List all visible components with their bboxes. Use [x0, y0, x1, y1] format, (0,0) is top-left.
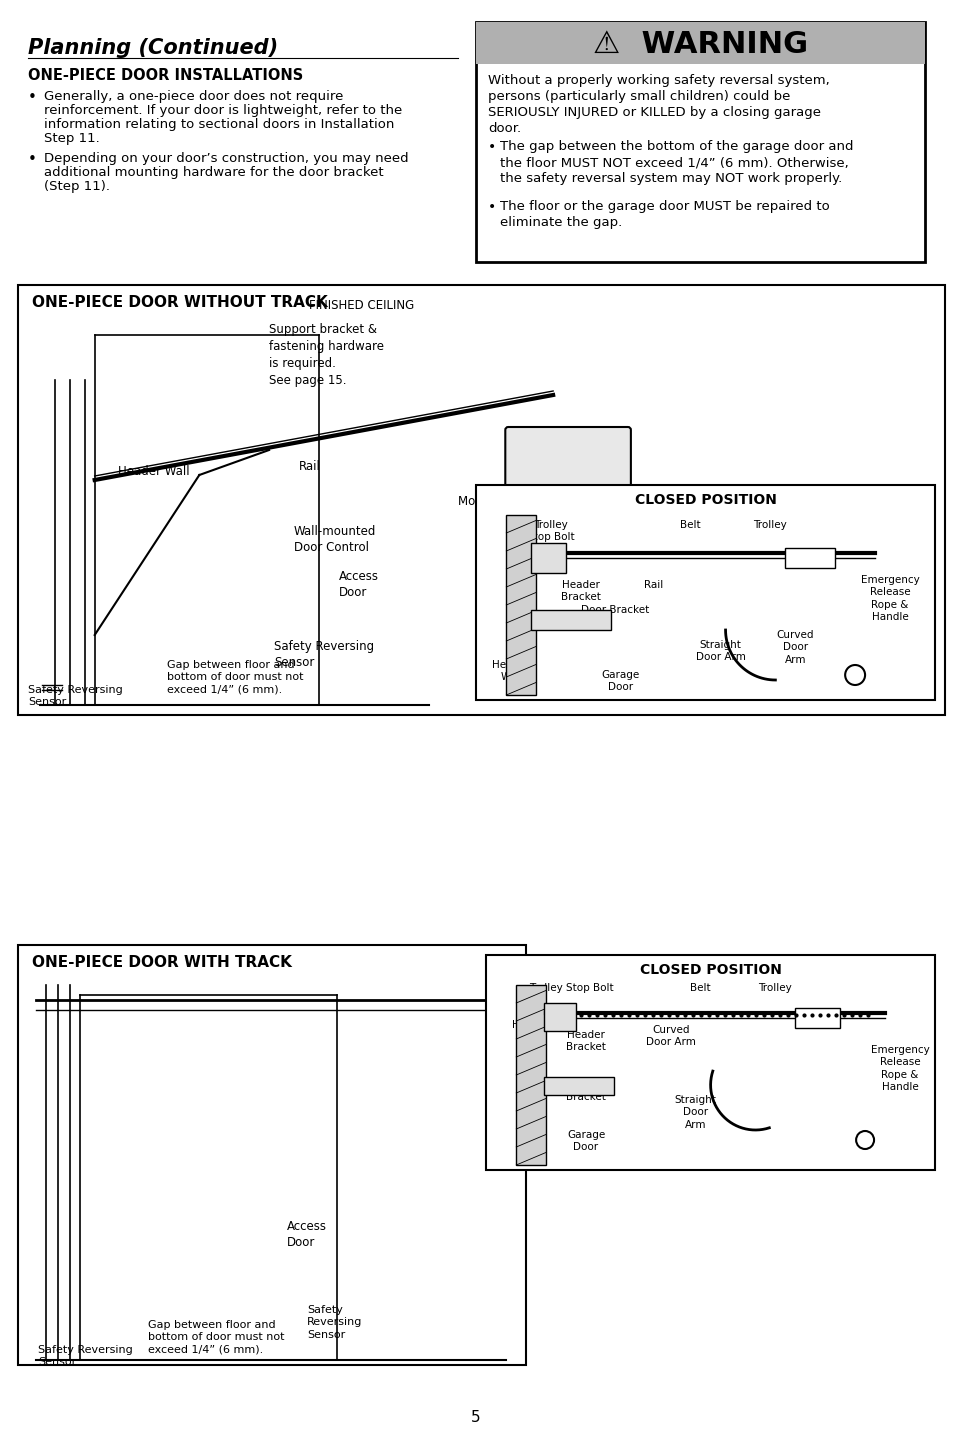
Text: Access
Door: Access Door [338, 570, 378, 600]
Text: The floor or the garage door MUST be repaired to
eliminate the gap.: The floor or the garage door MUST be rep… [499, 200, 829, 229]
Bar [18, 285, 943, 716]
Text: Straight
Door
Arm: Straight Door Arm [674, 1095, 716, 1130]
Text: Straight
Door Arm: Straight Door Arm [695, 640, 744, 663]
Bar [531, 542, 565, 572]
Text: Header
Wall: Header Wall [492, 660, 530, 683]
Text: Curved
Door
Arm: Curved Door Arm [776, 630, 813, 665]
Text: CLOSED POSITION: CLOSED POSITION [634, 494, 776, 507]
Text: Door
Bracket: Door Bracket [565, 1080, 605, 1102]
Text: Without a properly working safety reversal system,
persons (particularly small c: Without a properly working safety revers… [488, 74, 829, 135]
Bar [543, 1003, 576, 1030]
Text: Belt: Belt [679, 519, 700, 529]
Text: Generally, a one-piece door does not require: Generally, a one-piece door does not req… [44, 90, 343, 103]
Bar [476, 21, 923, 262]
Text: Header
Bracket: Header Bracket [565, 1030, 605, 1052]
Text: Depending on your door’s construction, you may need: Depending on your door’s construction, y… [44, 152, 408, 165]
Text: •: • [28, 90, 37, 104]
Text: reinforcement. If your door is lightweight, refer to the: reinforcement. If your door is lightweig… [44, 104, 401, 117]
Bar [18, 944, 526, 1365]
Bar [506, 515, 536, 695]
Text: Planning (Continued): Planning (Continued) [28, 39, 277, 59]
Text: ONE-PIECE DOOR INSTALLATIONS: ONE-PIECE DOOR INSTALLATIONS [28, 69, 303, 83]
Text: Rail: Rail [820, 1015, 839, 1025]
Text: Access
Door: Access Door [287, 1221, 327, 1249]
Text: Rail: Rail [643, 580, 662, 590]
Text: Belt: Belt [690, 983, 710, 993]
Text: ONE-PIECE DOOR WITHOUT TRACK: ONE-PIECE DOOR WITHOUT TRACK [31, 295, 327, 311]
Text: FINISHED CEILING: FINISHED CEILING [309, 299, 414, 312]
Text: Garage
Door: Garage Door [601, 670, 639, 693]
Bar [476, 21, 923, 64]
Text: Header
Wall: Header Wall [512, 1020, 550, 1042]
Text: Trolley
Stop Bolt: Trolley Stop Bolt [527, 519, 575, 542]
Text: The gap between the bottom of the garage door and
the floor MUST NOT exceed 1/4”: The gap between the bottom of the garage… [499, 140, 853, 185]
Text: additional mounting hardware for the door bracket: additional mounting hardware for the doo… [44, 166, 383, 179]
Text: (Step 11).: (Step 11). [44, 180, 110, 193]
Text: Safety Reversing
Sensor: Safety Reversing Sensor [274, 640, 374, 670]
Text: 5: 5 [470, 1410, 479, 1425]
Bar [531, 610, 610, 630]
Text: •: • [488, 140, 497, 155]
Bar [476, 485, 934, 700]
Text: Safety Reversing
Sensor: Safety Reversing Sensor [28, 685, 123, 707]
Text: Safety Reversing
Sensor: Safety Reversing Sensor [38, 1345, 132, 1368]
Text: Motor unit: Motor unit [457, 495, 518, 508]
Text: Step 11.: Step 11. [44, 132, 99, 145]
Text: Gap between floor and
bottom of door must not
exceed 1/4” (6 mm).: Gap between floor and bottom of door mus… [168, 660, 304, 695]
Text: ⚠  WARNING: ⚠ WARNING [593, 30, 807, 59]
Text: Emergency
Release
Rope &
Handle: Emergency Release Rope & Handle [870, 1045, 928, 1092]
Text: Curved
Door Arm: Curved Door Arm [645, 1025, 695, 1047]
Text: ONE-PIECE DOOR WITH TRACK: ONE-PIECE DOOR WITH TRACK [31, 954, 292, 970]
Bar [486, 954, 934, 1171]
Text: Emergency
Release
Rope &
Handle: Emergency Release Rope & Handle [860, 575, 919, 622]
Text: Trolley: Trolley [753, 519, 786, 529]
Text: Rail: Rail [298, 459, 320, 474]
Text: •: • [28, 152, 37, 167]
Text: Garage
Door: Garage Door [566, 1130, 604, 1152]
Bar [784, 548, 834, 568]
Text: Safety
Reversing
Sensor: Safety Reversing Sensor [307, 1305, 362, 1339]
Text: Door Bracket: Door Bracket [580, 605, 649, 615]
FancyBboxPatch shape [505, 426, 630, 572]
Text: Gap between floor and
bottom of door must not
exceed 1/4” (6 mm).: Gap between floor and bottom of door mus… [148, 1319, 284, 1355]
Text: Header
Bracket: Header Bracket [560, 580, 600, 602]
Text: Trolley: Trolley [758, 983, 791, 993]
Bar [543, 1078, 614, 1095]
Text: Support bracket &
fastening hardware
is required.
See page 15.: Support bracket & fastening hardware is … [269, 323, 384, 386]
Text: Wall-mounted
Door Control: Wall-mounted Door Control [294, 525, 376, 554]
Text: •: • [488, 200, 497, 215]
Text: Trolley Stop Bolt: Trolley Stop Bolt [528, 983, 613, 993]
Bar [795, 1007, 840, 1027]
Text: CLOSED POSITION: CLOSED POSITION [639, 963, 781, 977]
Bar [516, 985, 545, 1165]
Text: information relating to sectional doors in Installation: information relating to sectional doors … [44, 117, 394, 132]
Text: Header Wall: Header Wall [117, 465, 189, 478]
